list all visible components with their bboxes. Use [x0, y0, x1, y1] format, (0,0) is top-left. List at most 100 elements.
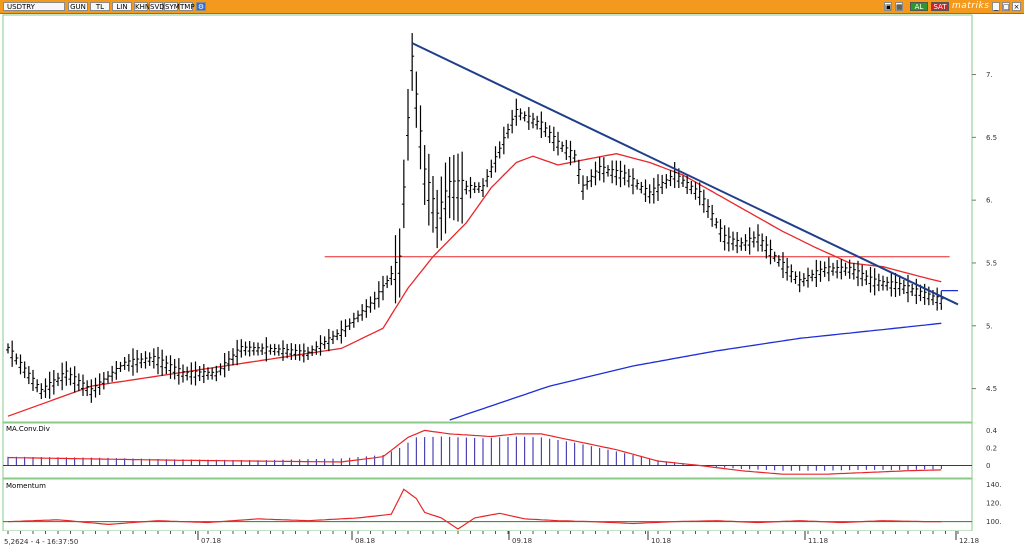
- price-bar: [435, 189, 440, 249]
- price-bar: [72, 366, 77, 393]
- price-bar: [214, 365, 219, 382]
- price-bar: [56, 372, 60, 386]
- price-bar: [68, 367, 73, 386]
- price-bar: [301, 343, 306, 363]
- price-bar: [47, 371, 52, 399]
- price-bar: [60, 362, 65, 391]
- price-tick-label: 6.5: [986, 134, 997, 142]
- downtrend-line: [411, 42, 959, 306]
- layout-icon[interactable]: ▦: [895, 2, 903, 11]
- price-bar: [539, 111, 544, 139]
- price-bar: [418, 105, 423, 170]
- brand-logo: matriks: [952, 1, 990, 11]
- price-bar: [797, 271, 802, 293]
- price-bar: [910, 283, 915, 297]
- price-bar: [868, 266, 873, 293]
- symbol-field[interactable]: USDTRY: [3, 2, 65, 11]
- price-bar: [768, 239, 773, 265]
- price-bar: [401, 159, 406, 229]
- price-bar: [143, 351, 148, 369]
- price-bar: [247, 340, 252, 357]
- macd-signal-line: [8, 429, 942, 475]
- window-icon[interactable]: ▣: [884, 2, 892, 11]
- price-bar: [206, 367, 210, 380]
- price-bar: [114, 360, 119, 380]
- toolbar-button-sym[interactable]: SYM: [164, 2, 180, 11]
- toolbar-button-tl[interactable]: TL: [90, 2, 110, 11]
- chart-canvas[interactable]: 7. 6.5 6. 5.5 5. 4.5 0.4 0.2 0 140. 120. 100. MA.…: [0, 14, 1024, 548]
- price-bar: [589, 169, 594, 188]
- price-bar: [281, 340, 285, 361]
- toolbar-button-lin[interactable]: LIN: [112, 2, 132, 11]
- minimize-icon[interactable]: _: [992, 2, 1000, 11]
- close-icon[interactable]: ×: [1012, 2, 1021, 11]
- price-tick-label: 5.: [986, 322, 993, 330]
- price-bar: [647, 184, 652, 204]
- price-bar: [476, 182, 481, 193]
- price-tick-label: 7.: [986, 71, 993, 79]
- price-bar: [239, 339, 244, 358]
- price-bar: [222, 352, 227, 378]
- window-titlebar: USDTRY GUN TL LIN KHN SVD SYM TMP ⚙ ▣ ▦ …: [0, 0, 1024, 14]
- price-bar: [710, 204, 715, 227]
- price-bar: [376, 281, 381, 308]
- price-bar: [814, 259, 819, 288]
- sell-button[interactable]: SAT: [931, 2, 949, 11]
- price-bar: [922, 283, 927, 305]
- price-bar: [485, 169, 490, 188]
- price-bar: [789, 264, 794, 283]
- price-bar: [635, 179, 640, 190]
- price-bar: [531, 112, 535, 129]
- price-bar: [43, 378, 48, 398]
- price-bar: [726, 227, 731, 252]
- price-bar: [510, 109, 515, 134]
- price-bar: [481, 178, 485, 198]
- price-bar: [743, 234, 748, 251]
- price-bar: [168, 355, 173, 379]
- price-bar: [576, 159, 581, 185]
- toolbar-button-khn[interactable]: KHN: [134, 2, 151, 11]
- price-bar: [906, 274, 910, 303]
- price-bar: [85, 380, 90, 397]
- price-bar: [339, 320, 344, 344]
- price-bar: [381, 275, 385, 301]
- price-bar: [406, 88, 410, 161]
- price-bar: [460, 151, 465, 224]
- price-bar: [697, 182, 702, 206]
- price-bar: [289, 343, 294, 360]
- price-bar: [93, 377, 98, 398]
- toolbar-button-svd[interactable]: SVD: [149, 2, 165, 11]
- price-bar: [876, 273, 881, 292]
- toolbar-button-tmp[interactable]: TMP: [179, 2, 195, 11]
- toolbar-button-gun[interactable]: GUN: [68, 2, 88, 11]
- price-bar: [714, 217, 719, 229]
- price-bar: [243, 341, 248, 356]
- maximize-icon[interactable]: □: [1002, 2, 1010, 11]
- price-bar: [118, 361, 123, 372]
- time-axis: [0, 531, 1024, 548]
- price-bar: [260, 343, 265, 355]
- price-bar: [310, 345, 315, 357]
- price-bar: [181, 364, 185, 383]
- price-bar: [831, 262, 835, 276]
- price-bar: [81, 374, 85, 396]
- price-bar: [297, 344, 302, 361]
- price-bar: [426, 153, 431, 226]
- price-bar: [881, 275, 885, 291]
- price-bar: [201, 363, 206, 384]
- price-bar: [564, 139, 569, 160]
- momentum-tick-label: 120.: [986, 500, 1002, 508]
- price-bar: [322, 336, 327, 350]
- price-bar: [264, 337, 269, 362]
- price-bar: [151, 348, 156, 369]
- price-bar: [351, 312, 356, 328]
- price-bar: [860, 264, 865, 287]
- price-bar: [176, 358, 181, 385]
- settings-icon[interactable]: ⚙: [196, 2, 206, 11]
- price-bar: [251, 342, 256, 356]
- buy-button[interactable]: AL: [910, 2, 928, 11]
- price-bar: [6, 343, 10, 354]
- momentum-tick-label: 140.: [986, 481, 1002, 489]
- price-bar: [622, 164, 627, 186]
- price-bar: [101, 372, 106, 390]
